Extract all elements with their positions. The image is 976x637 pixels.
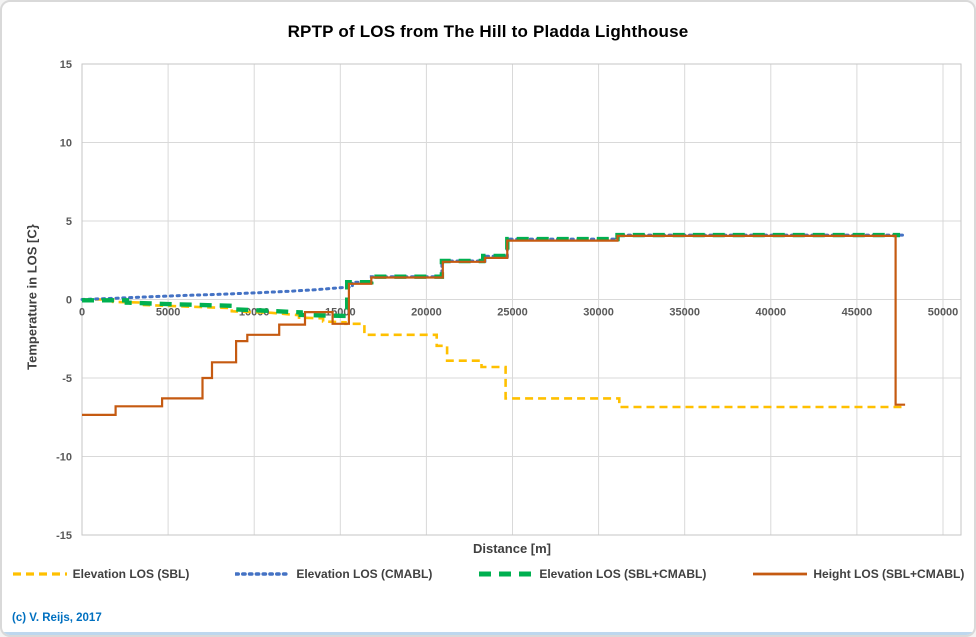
svg-text:30000: 30000 bbox=[583, 307, 614, 319]
svg-text:-15: -15 bbox=[56, 530, 72, 542]
x-axis-title: Distance [m] bbox=[472, 541, 552, 556]
legend-item-elevation-los-sbl[interactable]: Elevation LOS (SBL) bbox=[12, 567, 190, 581]
svg-text:20000: 20000 bbox=[411, 307, 442, 319]
legend-item-elevation-los-cmabl[interactable]: Elevation LOS (CMABL) bbox=[234, 567, 433, 581]
legend-label: Elevation LOS (CMABL) bbox=[296, 567, 433, 581]
legend-label: Elevation LOS (SBL) bbox=[72, 567, 190, 581]
svg-text:50000: 50000 bbox=[928, 307, 959, 319]
legend-label: Height LOS (SBL+CMABL) bbox=[813, 567, 965, 581]
legend-key-solid-brown-icon bbox=[752, 569, 808, 579]
legend-label: Elevation LOS (SBL+CMABL) bbox=[539, 567, 707, 581]
svg-text:25000: 25000 bbox=[497, 307, 528, 319]
svg-text:40000: 40000 bbox=[756, 307, 787, 319]
svg-text:45000: 45000 bbox=[842, 307, 873, 319]
legend-key-dotted-blue-icon bbox=[234, 569, 293, 579]
svg-text:0: 0 bbox=[79, 307, 85, 319]
legend-key-dashed-yellow-icon bbox=[12, 569, 68, 579]
svg-text:-10: -10 bbox=[56, 452, 72, 464]
svg-text:5000: 5000 bbox=[156, 307, 180, 319]
svg-text:0: 0 bbox=[66, 295, 72, 307]
bottom-edge-accent bbox=[2, 632, 974, 635]
copyright-text: (c) V. Reijs, 2017 bbox=[12, 612, 102, 624]
legend-item-height-los-sbl-cmabl[interactable]: Height LOS (SBL+CMABL) bbox=[752, 567, 964, 581]
svg-text:5: 5 bbox=[66, 216, 72, 228]
chart-title: RPTP of LOS from The Hill to Pladda Ligh… bbox=[287, 22, 689, 41]
legend-key-longdash-green-icon bbox=[478, 569, 534, 579]
svg-text:-5: -5 bbox=[62, 373, 72, 385]
svg-text:10: 10 bbox=[60, 138, 72, 150]
legend-item-elevation-los-sbl-cmabl[interactable]: Elevation LOS (SBL+CMABL) bbox=[478, 567, 706, 581]
y-axis-title: Temperature in LOS [C} bbox=[24, 224, 40, 370]
svg-text:15: 15 bbox=[60, 59, 72, 71]
legend: Elevation LOS (SBL) Elevation LOS (CMABL… bbox=[2, 567, 974, 581]
svg-text:35000: 35000 bbox=[669, 307, 700, 319]
